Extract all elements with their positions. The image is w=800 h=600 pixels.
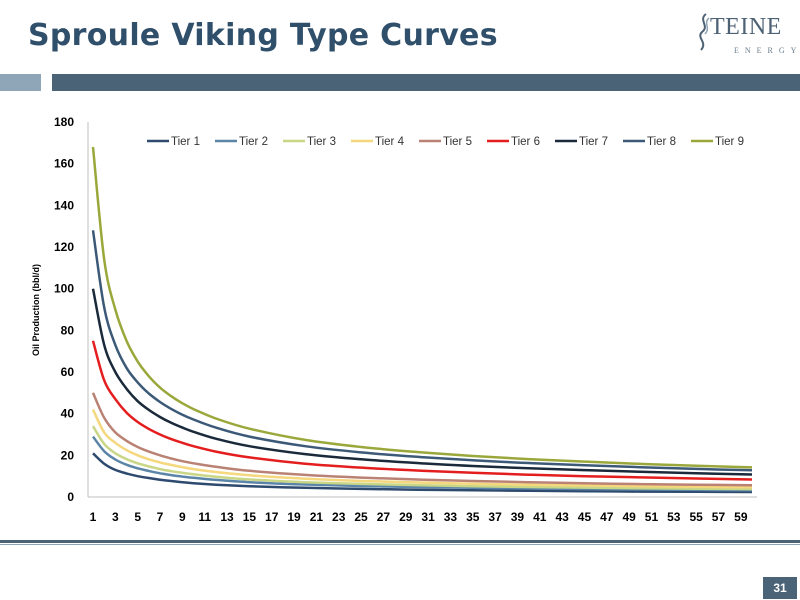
series-line-tier-2 xyxy=(92,435,753,492)
x-tick-label: 53 xyxy=(667,510,681,524)
legend-item-tier-6: Tier 6 xyxy=(487,136,540,148)
series-line-tier-5 xyxy=(91,392,753,487)
x-tick-label: 15 xyxy=(243,510,257,524)
y-tick-label: 100 xyxy=(54,282,74,296)
y-tick-label: 60 xyxy=(61,365,75,379)
x-tick-label: 21 xyxy=(310,510,324,524)
chart-legend: Tier 1 Tier 2 Tier 3 Tier 4 Tier 5 Tier 6 Tier… xyxy=(147,136,744,148)
logo-swirl-icon xyxy=(699,13,710,51)
legend-label: Tier 2 xyxy=(239,136,268,148)
y-tick-label: 140 xyxy=(54,198,74,212)
x-tick-label: 37 xyxy=(488,510,502,524)
legend-item-tier-1: Tier 1 xyxy=(147,136,200,148)
x-tick-label: 59 xyxy=(734,510,748,524)
legend-label: Tier 8 xyxy=(647,136,676,148)
x-tick-label: 19 xyxy=(287,510,301,524)
x-tick-label: 23 xyxy=(332,510,346,524)
y-tick-label: 120 xyxy=(54,240,74,254)
page-number: 31 xyxy=(763,577,797,599)
legend-item-tier-4: Tier 4 xyxy=(351,136,405,148)
x-tick-label: 17 xyxy=(265,510,279,524)
x-tick-label: 39 xyxy=(511,510,525,524)
legend-label: Tier 4 xyxy=(375,136,405,148)
x-tick-label: 9 xyxy=(179,510,186,524)
y-tick-label: 180 xyxy=(54,115,74,129)
legend-item-tier-9: Tier 9 xyxy=(691,136,744,148)
x-tick-label: 3 xyxy=(112,510,119,524)
x-tick-label: 27 xyxy=(377,510,391,524)
y-tick-label: 20 xyxy=(61,448,75,462)
x-tick-label: 1 xyxy=(90,510,97,524)
x-tick-label: 57 xyxy=(712,510,726,524)
legend-item-tier-2: Tier 2 xyxy=(215,136,268,148)
series-line-tier-3 xyxy=(91,425,753,491)
x-tick-label: 55 xyxy=(689,510,703,524)
x-tick-label: 5 xyxy=(134,510,141,524)
series-line-tier-1 xyxy=(92,452,753,494)
x-tick-label: 35 xyxy=(466,510,480,524)
x-tick-label: 51 xyxy=(645,510,659,524)
series-line-tier-4 xyxy=(91,408,753,489)
legend-label: Tier 1 xyxy=(171,136,200,148)
y-tick-label: 40 xyxy=(61,407,75,421)
y-tick-label: 0 xyxy=(67,490,74,504)
series-line-tier-6 xyxy=(91,340,753,481)
series-line-tier-8 xyxy=(91,230,753,472)
chart-series xyxy=(91,146,753,494)
legend-label: Tier 9 xyxy=(715,136,744,148)
legend-item-tier-7: Tier 7 xyxy=(555,136,608,148)
legend-item-tier-3: Tier 3 xyxy=(283,136,336,148)
y-tick-label: 160 xyxy=(54,157,74,171)
y-tick-label: 80 xyxy=(61,323,75,337)
page-title: Sproule Viking Type Curves xyxy=(28,18,498,53)
legend-label: Tier 3 xyxy=(307,136,336,148)
x-tick-label: 7 xyxy=(157,510,164,524)
legend-label: Tier 7 xyxy=(579,136,608,148)
x-tick-label: 47 xyxy=(600,510,614,524)
x-tick-label: 49 xyxy=(622,510,636,524)
x-tick-label: 25 xyxy=(354,510,368,524)
y-axis-label: Oil Production (bbl/d) xyxy=(31,264,41,356)
header-band-left xyxy=(0,74,41,91)
logo-text: TEINE xyxy=(710,14,782,40)
logo-subtext: ENERGY xyxy=(734,46,800,55)
footer-line xyxy=(0,540,800,543)
legend-item-tier-8: Tier 8 xyxy=(623,136,676,148)
x-tick-label: 45 xyxy=(578,510,592,524)
x-tick-label: 33 xyxy=(444,510,458,524)
footer-line-thin xyxy=(0,544,800,545)
series-line-tier-7 xyxy=(91,288,753,476)
series-line-tier-9 xyxy=(91,146,753,469)
x-tick-label: 11 xyxy=(198,510,211,524)
header-band-right xyxy=(52,74,800,91)
company-logo: TEINE ENERGY xyxy=(696,10,796,56)
x-tick-label: 29 xyxy=(399,510,413,524)
legend-item-tier-5: Tier 5 xyxy=(419,136,472,148)
x-tick-label: 41 xyxy=(533,510,547,524)
x-tick-label: 31 xyxy=(421,510,435,524)
legend-label: Tier 5 xyxy=(443,136,472,148)
legend-label: Tier 6 xyxy=(511,136,540,148)
x-tick-label: 13 xyxy=(220,510,234,524)
x-tick-label: 43 xyxy=(555,510,569,524)
